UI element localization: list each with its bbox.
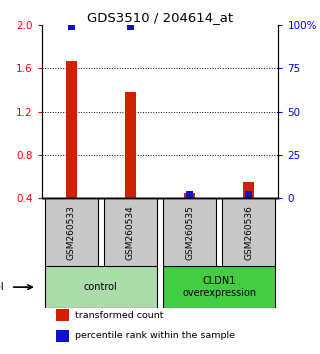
- Bar: [127, 23, 134, 30]
- Bar: [222, 198, 276, 266]
- Bar: [68, 23, 75, 30]
- Text: transformed count: transformed count: [75, 311, 163, 320]
- Bar: [245, 192, 252, 198]
- Text: protocol: protocol: [0, 282, 4, 292]
- Bar: [184, 193, 195, 198]
- Text: GSM260533: GSM260533: [67, 205, 76, 259]
- Text: GSM260535: GSM260535: [185, 205, 194, 259]
- Title: GDS3510 / 204614_at: GDS3510 / 204614_at: [87, 11, 233, 24]
- Text: percentile rank within the sample: percentile rank within the sample: [75, 331, 235, 340]
- Bar: [186, 192, 193, 198]
- Bar: [244, 182, 254, 198]
- Bar: [56, 330, 69, 342]
- Bar: [163, 266, 276, 308]
- Text: GSM260536: GSM260536: [244, 205, 253, 259]
- Bar: [104, 198, 157, 266]
- Bar: [66, 61, 76, 198]
- Bar: [125, 92, 136, 198]
- Bar: [163, 198, 216, 266]
- Bar: [56, 309, 69, 321]
- Text: CLDN1
overexpression: CLDN1 overexpression: [182, 276, 256, 298]
- Bar: [44, 198, 98, 266]
- Text: control: control: [84, 282, 118, 292]
- Bar: [44, 266, 157, 308]
- Text: GSM260534: GSM260534: [126, 205, 135, 259]
